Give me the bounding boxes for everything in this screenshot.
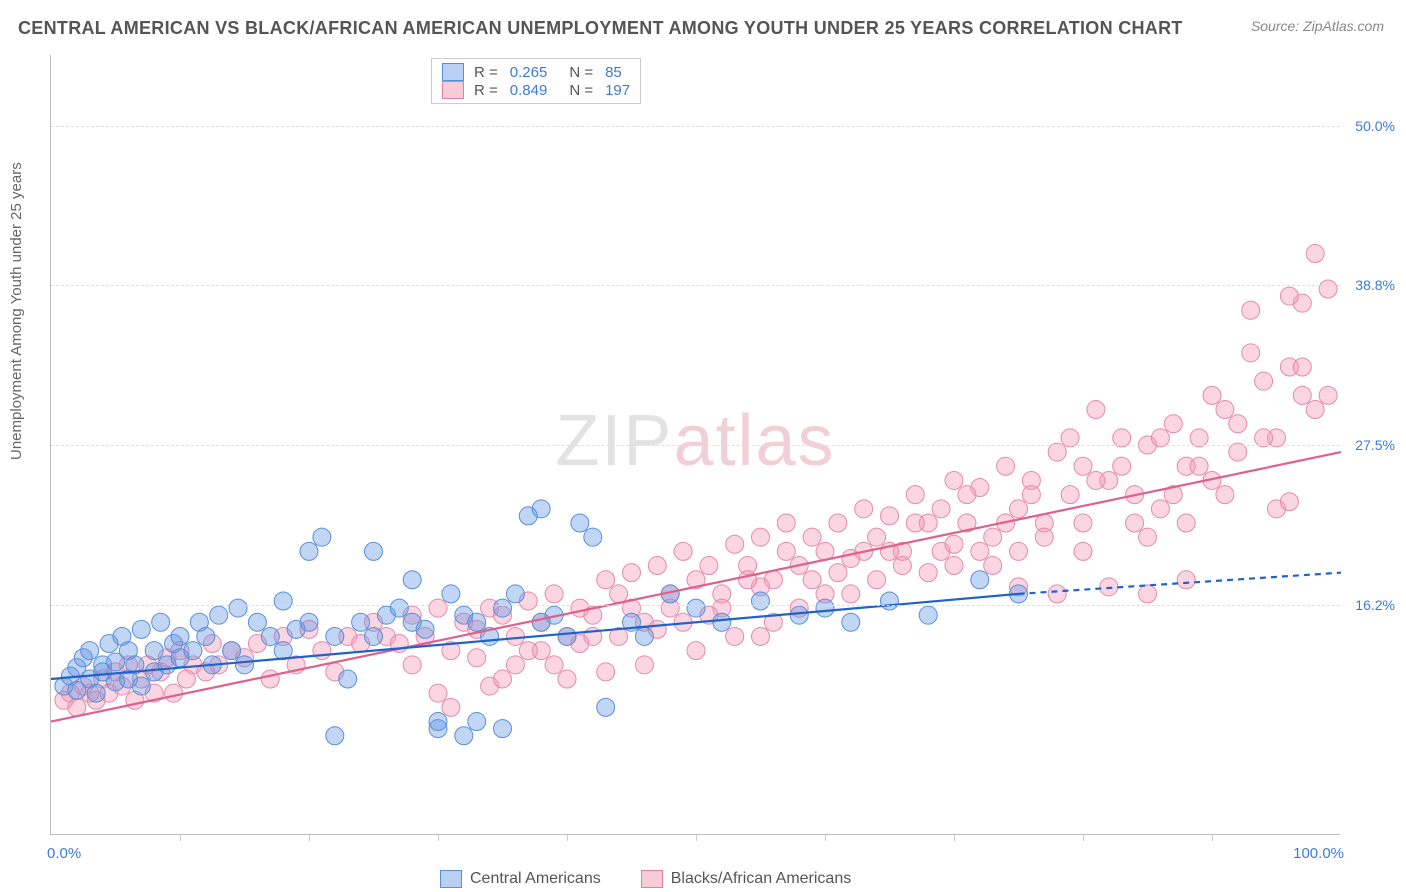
legend-item-blue: Central Americans (440, 870, 601, 888)
legend-row-blue: R = 0.265 N = 85 (442, 63, 630, 81)
legend-item-pink: Blacks/African Americans (641, 870, 852, 888)
legend-label: Central Americans (470, 870, 601, 888)
legend-n-value: 197 (605, 82, 630, 99)
swatch-pink-icon (442, 81, 464, 99)
swatch-blue-icon (442, 63, 464, 81)
series-legend: Central Americans Blacks/African America… (440, 870, 851, 888)
legend-r-value: 0.849 (510, 82, 548, 99)
legend-n-value: 85 (605, 64, 622, 81)
legend-r-label: R = (474, 64, 498, 81)
correlation-legend: R = 0.265 N = 85 R = 0.849 N = 197 (431, 58, 641, 104)
y-tick-label: 16.2% (1355, 597, 1395, 613)
y-tick-label: 38.8% (1355, 277, 1395, 293)
legend-r-value: 0.265 (510, 64, 548, 81)
swatch-pink-icon (641, 870, 663, 888)
legend-row-pink: R = 0.849 N = 197 (442, 81, 630, 99)
y-tick-label: 27.5% (1355, 437, 1395, 453)
legend-label: Blacks/African Americans (671, 870, 852, 888)
y-axis-label: Unemployment Among Youth under 25 years (8, 162, 25, 460)
legend-n-label: N = (569, 82, 593, 99)
plot-area: ZIPatlas R = 0.265 N = 85 R = 0.849 N = … (50, 55, 1340, 835)
chart-container: CENTRAL AMERICAN VS BLACK/AFRICAN AMERIC… (0, 0, 1406, 892)
legend-n-label: N = (569, 64, 593, 81)
x-tick-right: 100.0% (1293, 845, 1344, 862)
chart-title: CENTRAL AMERICAN VS BLACK/AFRICAN AMERIC… (18, 18, 1183, 39)
chart-source: Source: ZipAtlas.com (1251, 18, 1384, 34)
legend-r-label: R = (474, 82, 498, 99)
x-tick-left: 0.0% (47, 845, 81, 862)
y-tick-label: 50.0% (1355, 118, 1395, 134)
swatch-blue-icon (440, 870, 462, 888)
